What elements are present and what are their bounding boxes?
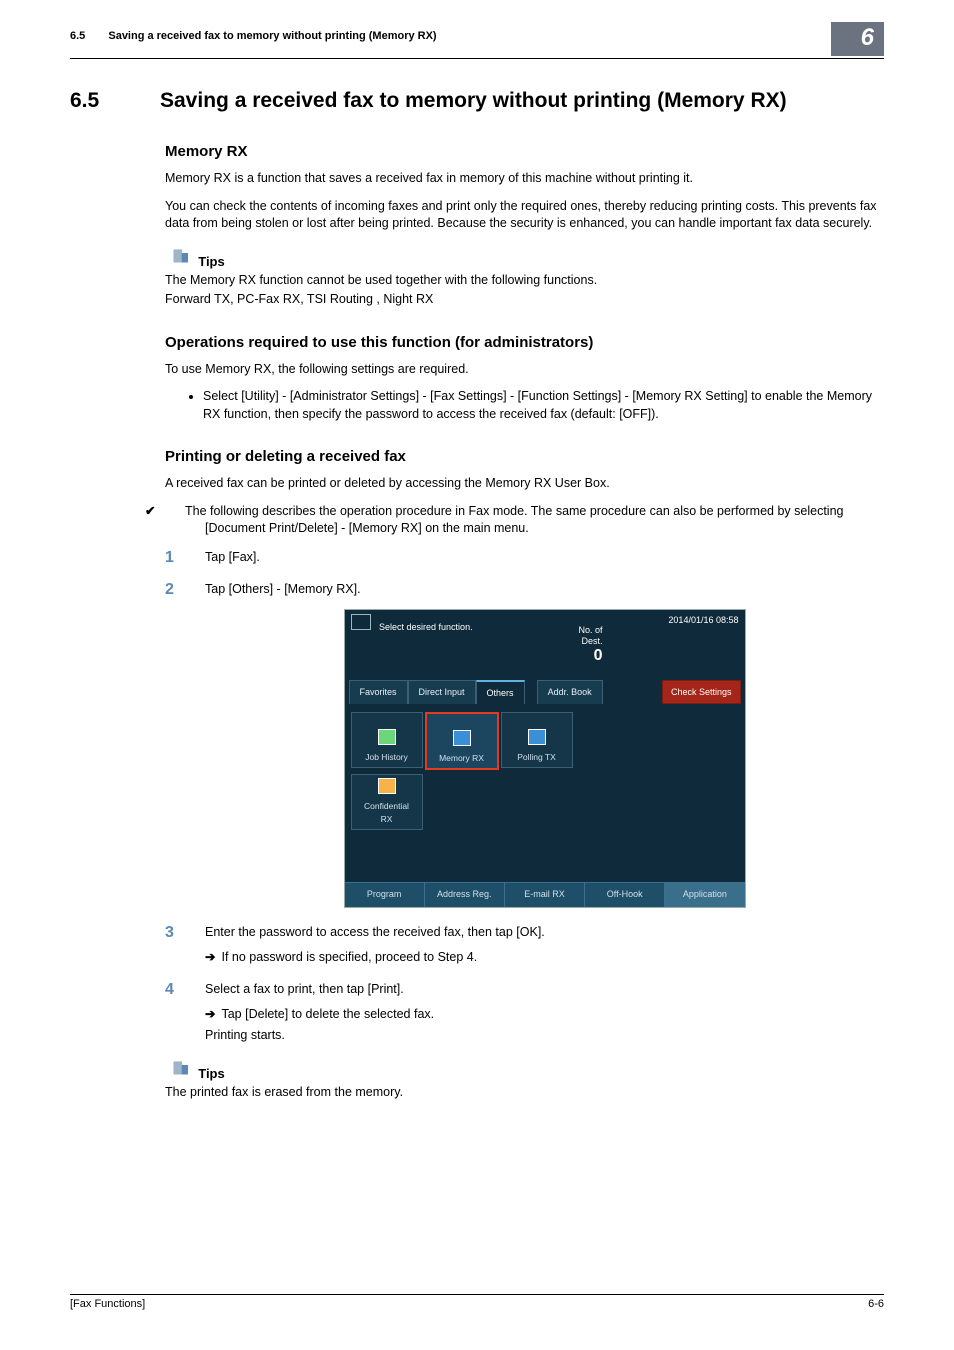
running-header-left: 6.5 Saving a received fax to memory with… [70,30,437,42]
polling-icon [528,729,546,745]
tab-others[interactable]: Others [476,680,525,704]
step-4-text: Select a fax to print, then tap [Print]. [205,982,404,996]
ss-datetime: 2014/01/16 08:58 [668,614,738,676]
section-number: 6.5 [70,89,160,113]
tab-favorites[interactable]: Favorites [349,680,408,704]
print-delete-check1: The following describes the operation pr… [205,503,884,538]
tile-polling-tx[interactable]: Polling TX [501,712,573,768]
document-icon [351,614,371,630]
step-1: Tap [Fax]. [165,548,884,567]
operations-intro: To use Memory RX, the following settings… [165,361,884,379]
check-settings-button[interactable]: Check Settings [662,680,741,704]
memory-rx-heading: Memory RX [165,143,884,160]
tile-confidential-rx-label: Confidential RX [364,800,409,826]
memory-rx-para2: You can check the contents of incoming f… [165,198,884,233]
ss-row-2: Confidential RX [351,774,739,830]
operations-heading: Operations required to use this function… [165,334,884,351]
step-3-sub: If no password is specified, proceed to … [205,948,884,967]
tips-label: Tips [198,254,225,269]
print-delete-heading: Printing or deleting a received fax [165,448,884,465]
tab-direct-input[interactable]: Direct Input [408,680,476,704]
chapter-badge: 6 [831,22,884,56]
btn-program[interactable]: Program [345,882,424,907]
tips-header-2: ▝ ▘ Tips [165,1060,884,1082]
step-4: Select a fax to print, then tap [Print].… [165,980,884,1044]
tab-addr-book[interactable]: Addr. Book [537,680,603,704]
operations-list: Select [Utility] - [Administrator Settin… [165,388,884,423]
ss-tab-row: Favorites Direct Input Others Addr. Book… [345,680,745,704]
ss-body: Job History Memory RX Polling TX [345,704,745,882]
step-1-text: Tap [Fax]. [205,550,260,564]
header-section-number: 6.5 [70,30,85,42]
btn-email-rx[interactable]: E-mail RX [504,882,584,907]
step-3-text: Enter the password to access the receive… [205,925,545,939]
footer-left: [Fax Functions] [70,1298,145,1310]
step-3-sub-text: If no password is specified, proceed to … [221,950,477,964]
step-2: Tap [Others] - [Memory RX]. Select desir… [165,580,884,908]
chapter-badge-wrap: 6 [831,30,884,56]
footer-right: 6-6 [868,1298,884,1310]
procedure-steps: Tap [Fax]. Tap [Others] - [Memory RX]. S… [165,548,884,1045]
page-body: Memory RX Memory RX is a function that s… [165,143,884,1101]
tile-job-history[interactable]: Job History [351,712,423,768]
ss-row-1: Job History Memory RX Polling TX [351,712,739,770]
btn-address-reg[interactable]: Address Reg. [424,882,504,907]
btn-application[interactable]: Application [664,882,744,907]
tile-polling-tx-label: Polling TX [517,751,556,764]
tips1-line2: Forward TX, PC-Fax RX, TSI Routing , Nig… [165,291,884,309]
tile-confidential-rx[interactable]: Confidential RX [351,774,423,830]
running-header: 6.5 Saving a received fax to memory with… [70,30,884,59]
inbox-icon [453,730,471,746]
tips-label: Tips [198,1066,225,1081]
ss-bottom-bar: Program Address Reg. E-mail RX Off-Hook … [345,882,745,907]
section-heading: 6.5Saving a received fax to memory witho… [70,89,884,113]
tips-icon: ▘ [182,256,194,272]
tips2-line1: The printed fax is erased from the memor… [165,1084,884,1102]
section-title: Saving a received fax to memory without … [160,89,787,112]
history-icon [378,729,396,745]
step-4-sub: Tap [Delete] to delete the selected fax. [205,1005,884,1024]
device-screenshot: Select desired function. No. of Dest. 0 … [344,609,746,908]
ss-dest-value: 0 [594,647,603,664]
ss-titlebar: Select desired function. No. of Dest. 0 … [345,610,745,680]
print-delete-block: Printing or deleting a received fax A re… [165,448,884,1045]
header-running-title: Saving a received fax to memory without … [108,30,436,42]
step-2-text: Tap [Others] - [Memory RX]. [205,582,361,596]
step-3: Enter the password to access the receive… [165,923,884,967]
print-delete-intro: A received fax can be printed or deleted… [165,475,884,493]
tile-memory-rx[interactable]: Memory RX [425,712,499,770]
operations-block: Operations required to use this function… [165,334,884,424]
operations-bullet-1: Select [Utility] - [Administrator Settin… [203,388,884,423]
tile-job-history-label: Job History [365,751,408,764]
print-delete-note: The following describes the operation pr… [165,503,884,538]
ss-dest-label: No. of Dest. [579,625,603,646]
step-4-result: Printing starts. [205,1026,884,1045]
step-4-sub-text: Tap [Delete] to delete the selected fax. [221,1007,434,1021]
btn-off-hook[interactable]: Off-Hook [584,882,664,907]
page-footer: [Fax Functions] 6-6 [70,1294,884,1310]
ss-titlebar-left: Select desired function. [351,614,473,676]
tips1-line1: The Memory RX function cannot be used to… [165,272,884,290]
tips-icon: ▝ [165,1064,182,1086]
memory-rx-para1: Memory RX is a function that saves a rec… [165,170,884,188]
tips-header-1: ▝ ▘ Tips [165,248,884,270]
ss-prompt: Select desired function. [379,622,473,632]
manual-page: 6.5 Saving a received fax to memory with… [0,0,954,1350]
tips-icon: ▝ [165,252,182,274]
tile-memory-rx-label: Memory RX [439,752,484,765]
ss-dest-count: No. of Dest. 0 [538,614,602,676]
lock-icon [378,778,396,794]
print-delete-check1-text: The following describes the operation pr… [185,504,843,536]
tips-icon: ▘ [182,1068,194,1084]
